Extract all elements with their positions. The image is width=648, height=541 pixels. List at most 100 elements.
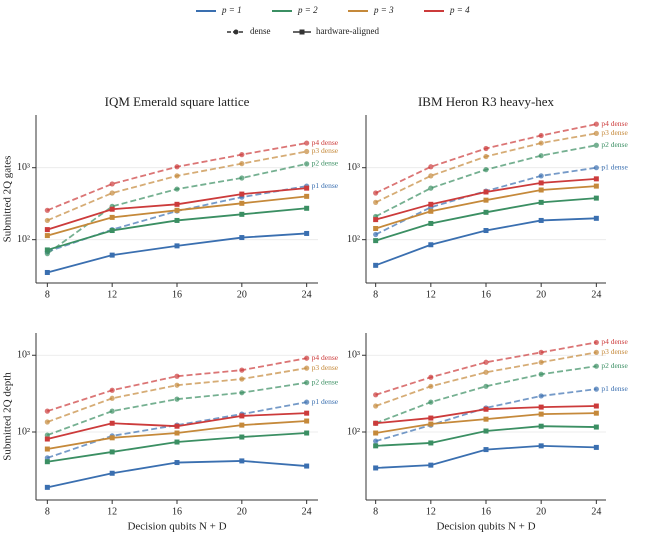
point	[373, 190, 379, 196]
point	[483, 383, 489, 389]
point	[538, 153, 544, 159]
point	[109, 214, 115, 220]
point	[44, 227, 50, 233]
point	[304, 205, 310, 211]
point	[239, 434, 245, 440]
point	[593, 195, 599, 201]
point	[483, 167, 489, 173]
x-tick-label: 12	[107, 289, 117, 300]
x-tick-label: 24	[302, 506, 312, 517]
dense-line	[375, 351, 597, 407]
x-tick-label: 24	[591, 289, 601, 300]
end-label: p3 dense	[601, 128, 628, 137]
point	[593, 339, 599, 346]
end-label: p4 dense	[601, 119, 628, 128]
point	[538, 411, 544, 417]
point	[44, 455, 50, 461]
point	[428, 374, 434, 380]
x-tick-label: 8	[45, 506, 50, 517]
point	[174, 201, 180, 207]
point	[428, 201, 434, 207]
x-tick-label: 8	[373, 289, 378, 300]
point	[593, 183, 599, 189]
y-tick-label: 10²	[17, 426, 30, 437]
point	[538, 359, 544, 365]
point	[483, 153, 489, 160]
point	[483, 228, 489, 234]
legend-label: dense	[250, 26, 271, 36]
point	[593, 363, 599, 369]
point	[44, 408, 50, 414]
x-tick-label: 20	[536, 506, 546, 517]
end-label: p3 dense	[312, 363, 339, 372]
point	[483, 416, 489, 422]
point	[239, 152, 245, 158]
x-tick-label: 8	[45, 289, 50, 300]
point	[44, 484, 50, 490]
point	[373, 199, 379, 205]
point	[174, 460, 180, 466]
point	[239, 235, 245, 241]
point	[304, 463, 310, 469]
point	[304, 430, 310, 436]
point	[373, 438, 379, 444]
point	[44, 446, 50, 452]
point	[538, 393, 544, 399]
point	[109, 190, 115, 196]
point	[44, 432, 50, 438]
y-tick-label: 10²	[347, 426, 360, 437]
point	[428, 440, 434, 446]
dense-line	[375, 388, 597, 443]
end-label: p4 dense	[312, 353, 339, 362]
point	[483, 145, 489, 152]
x-tick-label: 20	[536, 289, 546, 300]
dense-line	[47, 401, 307, 459]
point	[538, 180, 544, 186]
y-tick-label: 10²	[347, 234, 360, 245]
point	[373, 430, 379, 436]
point	[239, 458, 245, 464]
point	[428, 164, 434, 170]
point	[373, 403, 379, 409]
point	[304, 193, 310, 199]
point	[428, 208, 434, 214]
x-tick-label: 24	[302, 289, 312, 300]
point	[304, 380, 310, 386]
end-label: p4 dense	[312, 138, 339, 147]
point	[174, 423, 180, 429]
panel-title: IQM Emerald square lattice	[105, 94, 250, 109]
point	[428, 383, 434, 389]
point	[109, 420, 115, 426]
point	[109, 470, 115, 476]
point	[593, 349, 599, 355]
point	[109, 252, 115, 258]
point	[174, 164, 180, 170]
point	[239, 367, 245, 373]
hardware-line	[375, 217, 597, 267]
y-tick-label: 10³	[347, 350, 360, 361]
point	[483, 447, 489, 453]
point	[373, 217, 379, 223]
point	[304, 399, 310, 405]
dense-line	[375, 341, 597, 396]
x-tick-label: 12	[107, 506, 117, 517]
point	[538, 443, 544, 449]
point	[44, 269, 50, 275]
point	[109, 181, 115, 187]
end-label: p1 dense	[312, 397, 339, 406]
point	[44, 233, 50, 239]
point	[593, 424, 599, 430]
point	[428, 242, 434, 248]
point	[373, 443, 379, 449]
point	[304, 418, 310, 424]
y-tick-label: 10³	[347, 162, 360, 173]
point	[538, 371, 544, 377]
point	[538, 173, 544, 179]
point	[109, 449, 115, 455]
legend-label: p = 4	[449, 5, 470, 15]
point	[538, 199, 544, 205]
end-label: p1 dense	[312, 181, 339, 190]
point	[428, 185, 434, 191]
point	[174, 173, 180, 179]
legend-label: p = 1	[221, 5, 242, 15]
